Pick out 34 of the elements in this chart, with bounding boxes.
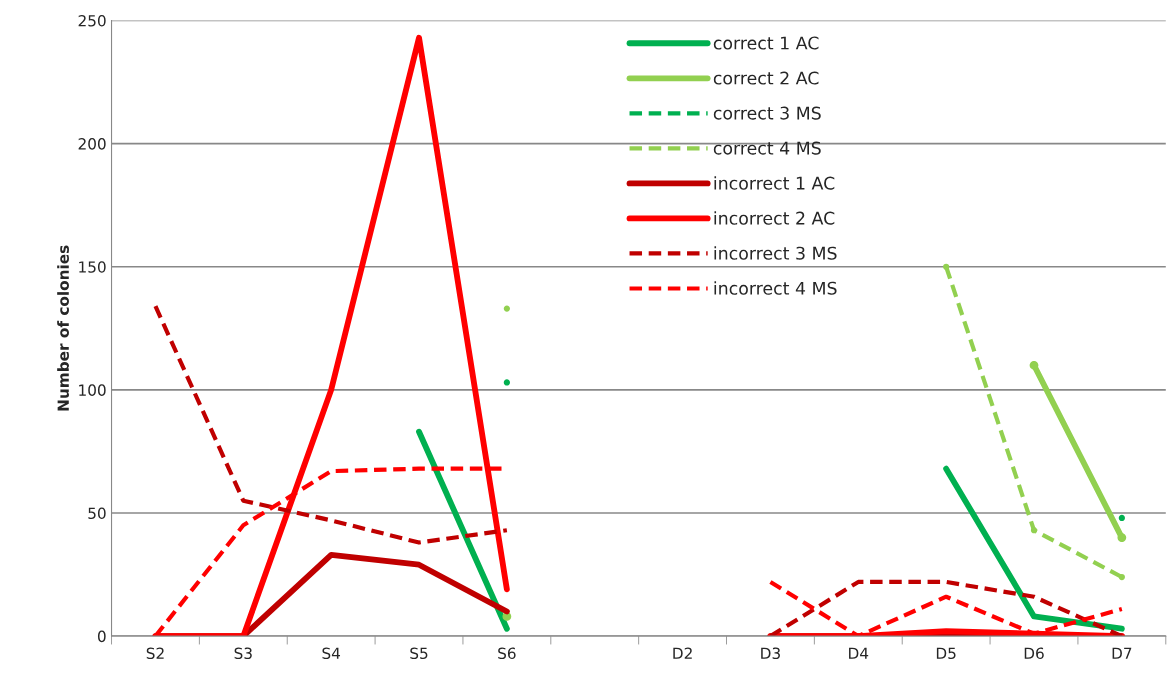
legend-label: correct 3 MS <box>713 106 821 120</box>
x-tick-label: D7 <box>1112 647 1132 659</box>
x-tick-label: S3 <box>234 647 252 660</box>
x-tick-label: D6 <box>1024 647 1044 660</box>
y-tick-label: 250 <box>78 14 106 27</box>
x-tick-label: S5 <box>410 647 428 660</box>
x-tick-label: D2 <box>673 647 692 659</box>
point <box>1118 514 1125 522</box>
y-tick-label: 200 <box>78 138 106 150</box>
legend-label: incorrect 1 AC <box>714 176 835 190</box>
y-tick-label: 100 <box>79 384 106 396</box>
point <box>943 263 950 270</box>
x-tick-label: S4 <box>322 647 341 660</box>
legend-label: correct 2 AC <box>713 71 819 85</box>
legend-label: correct 4 MS <box>713 141 821 155</box>
x-tick-label: S2 <box>146 647 164 660</box>
legend-label: incorrect 2 AC <box>714 211 835 225</box>
y-axis-title: Number of colonies <box>57 245 69 411</box>
point <box>503 379 510 386</box>
point <box>1117 533 1127 542</box>
x-tick-label: D5 <box>936 647 956 660</box>
legend-label: correct 1 AC <box>713 36 819 50</box>
y-tick-label: 50 <box>88 507 106 520</box>
legend-label: incorrect 3 MS <box>714 246 837 260</box>
y-tick-label: 0 <box>97 630 106 643</box>
point <box>503 305 510 312</box>
point <box>1030 527 1038 534</box>
x-tick-label: D3 <box>761 647 780 660</box>
point <box>1118 573 1125 581</box>
x-tick-label: D4 <box>849 647 869 659</box>
y-tick-label: 150 <box>79 261 106 273</box>
x-tick-label: S6 <box>498 647 516 660</box>
point <box>1029 360 1039 370</box>
legend-label: incorrect 4 MS <box>714 281 837 295</box>
